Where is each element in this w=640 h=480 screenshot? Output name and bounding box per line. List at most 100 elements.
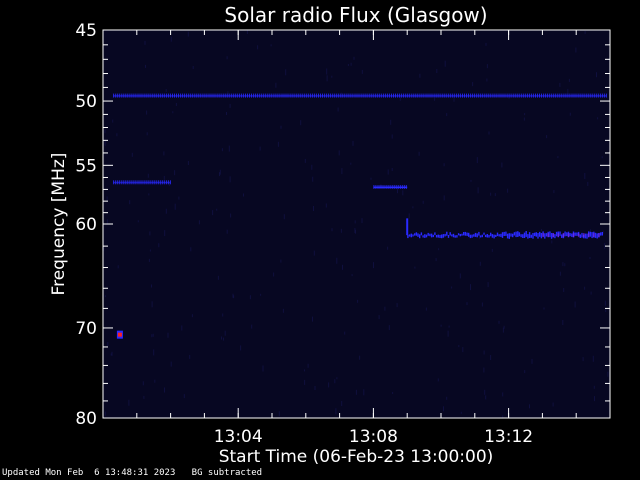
- signal-dot: [451, 93, 453, 98]
- signal-dot: [299, 93, 301, 98]
- noise-speck: [335, 408, 337, 415]
- signal-dot: [297, 93, 299, 98]
- signal-dot: [585, 93, 587, 98]
- band-pixel: [420, 232, 423, 236]
- noise-speck: [502, 392, 504, 397]
- signal-dot: [579, 93, 581, 98]
- noise-speck: [380, 184, 382, 188]
- band-pixel: [496, 232, 499, 237]
- signal-dot: [151, 93, 153, 98]
- band-pixel: [463, 232, 465, 236]
- noise-speck: [190, 247, 192, 252]
- x-tick-label: 13:04: [214, 427, 263, 447]
- signal-dot: [370, 93, 372, 98]
- noise-speck: [437, 378, 439, 382]
- signal-dot: [255, 93, 257, 98]
- signal-dot: [381, 185, 383, 189]
- noise-speck: [559, 271, 561, 276]
- signal-dot: [565, 93, 567, 98]
- noise-speck: [484, 389, 486, 395]
- band-pixel: [479, 235, 482, 238]
- band-pixel: [539, 231, 541, 237]
- noise-speck: [523, 117, 525, 121]
- noise-speck: [390, 119, 392, 125]
- noise-speck: [230, 213, 232, 218]
- signal-dot: [320, 93, 321, 98]
- signal-dot: [589, 93, 591, 98]
- signal-dot: [242, 93, 244, 98]
- signal-dot: [202, 93, 204, 98]
- band-pixel: [469, 234, 472, 239]
- band-pixel: [501, 232, 504, 238]
- signal-dot: [121, 93, 123, 98]
- noise-speck: [282, 308, 284, 313]
- noise-speck: [340, 228, 342, 233]
- signal-dot: [484, 93, 486, 98]
- noise-speck: [219, 172, 220, 177]
- noise-speck: [604, 300, 606, 306]
- band-pixel: [456, 235, 458, 238]
- signal-dot: [186, 93, 188, 98]
- band-pixel: [517, 231, 519, 237]
- signal-dot: [455, 93, 457, 98]
- signal-dot: [593, 93, 595, 98]
- signal-dot: [372, 93, 374, 98]
- signal-dot: [492, 93, 494, 98]
- noise-speck: [388, 325, 390, 331]
- signal-dot: [389, 185, 391, 189]
- signal-dot: [510, 93, 512, 98]
- noise-speck: [378, 315, 380, 320]
- band-pixel: [471, 234, 473, 238]
- signal-dot: [309, 93, 311, 98]
- signal-dot: [443, 93, 445, 98]
- x-axis-label: Start Time (06-Feb-23 13:00:00): [219, 447, 494, 467]
- noise-speck: [168, 182, 170, 187]
- noise-speck: [387, 246, 389, 250]
- noise-speck: [283, 214, 285, 220]
- band-pixel: [476, 233, 478, 238]
- signal-dot: [524, 93, 526, 98]
- signal-dot: [113, 93, 115, 98]
- signal-dot: [125, 93, 127, 98]
- noise-speck: [107, 342, 109, 346]
- signal-dot: [289, 93, 291, 98]
- noise-speck: [602, 230, 604, 234]
- signal-dot: [569, 93, 571, 98]
- signal-dot: [342, 93, 344, 98]
- noise-speck: [562, 262, 564, 267]
- noise-speck: [479, 234, 480, 239]
- signal-dot: [559, 93, 561, 98]
- signal-dot: [155, 180, 157, 185]
- noise-speck: [425, 307, 427, 311]
- noise-speck: [148, 258, 150, 262]
- signal-dot: [332, 93, 334, 98]
- signal-dot: [167, 93, 169, 98]
- signal-dot: [125, 180, 127, 185]
- signal-dot: [228, 93, 230, 98]
- noise-speck: [350, 62, 352, 66]
- signal-dot: [383, 185, 385, 189]
- noise-speck: [443, 195, 445, 201]
- noise-speck: [412, 206, 414, 209]
- signal-dot: [135, 93, 137, 98]
- signal-dot: [419, 93, 421, 98]
- signal-dot: [368, 93, 370, 98]
- signal-dot: [403, 93, 405, 98]
- signal-dot: [395, 93, 396, 98]
- noise-speck: [246, 30, 248, 34]
- signal-dot: [374, 93, 376, 98]
- noise-speck: [490, 192, 492, 196]
- plot-background: [103, 30, 610, 418]
- band-pixel: [503, 231, 505, 236]
- signal-dot: [133, 93, 135, 98]
- band-pixel: [457, 233, 460, 236]
- band-pixel: [498, 234, 500, 237]
- signal-dot: [498, 93, 500, 98]
- noise-speck: [470, 284, 471, 291]
- noise-speck: [116, 133, 118, 137]
- signal-dot: [257, 93, 259, 98]
- signal-dot: [330, 93, 332, 98]
- signal-dot: [344, 93, 346, 98]
- band-pixel: [513, 232, 516, 236]
- signal-dot: [311, 93, 313, 98]
